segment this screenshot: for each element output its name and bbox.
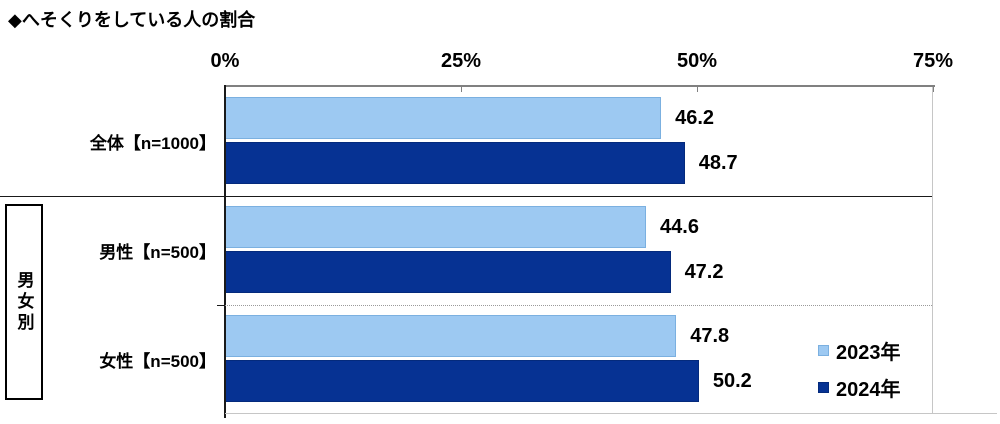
x-axis-tick-label: 25%: [440, 50, 482, 72]
value-label: 46.2: [675, 106, 715, 129]
category-axis-line: [224, 85, 226, 418]
chart-bottom-border: [225, 413, 997, 414]
group-label-box: 男女別: [5, 204, 43, 400]
group-label: 男女別: [14, 270, 34, 334]
value-label: 47.2: [684, 260, 724, 283]
legend-label: 2024年: [836, 379, 901, 401]
category-label: 男性【n=500】: [99, 243, 216, 262]
plot-area: 46.2 48.7 44.6 47.2 47.8 50.2: [225, 87, 933, 414]
x-axis-tick-label: 75%: [912, 50, 954, 72]
value-label: 47.8: [690, 324, 730, 347]
bar-2023: [225, 206, 647, 248]
legend-item: 2023年: [818, 336, 901, 365]
value-label: 48.7: [698, 151, 738, 174]
group-separator-line: [0, 196, 933, 197]
category-label: 女性【n=500】: [99, 352, 216, 371]
x-axis-tick-label: 0%: [210, 50, 240, 72]
x-axis-line: [225, 85, 935, 87]
legend-item: 2024年: [818, 373, 901, 402]
axis-tick-mark: [217, 305, 225, 306]
legend-swatch-2023: [818, 345, 829, 356]
legend-swatch-2024: [818, 382, 829, 393]
x-axis-tick-mark: [933, 87, 934, 92]
category-label: 全体【n=1000】: [89, 134, 216, 153]
bar-2024: [225, 360, 699, 402]
x-axis-tick-mark: [697, 87, 698, 92]
bar-2023: [225, 97, 662, 139]
x-axis-tick-mark: [461, 87, 462, 92]
legend-label: 2023年: [836, 342, 901, 364]
x-axis-tick-label: 50%: [676, 50, 718, 72]
value-label: 44.6: [660, 215, 699, 238]
bar-2024: [225, 251, 671, 293]
plot-right-border: [932, 87, 933, 414]
value-label: 50.2: [712, 369, 752, 392]
chart-title: ◆へそくりをしている人の割合: [8, 10, 256, 30]
bar-2023: [225, 315, 677, 357]
row-separator-dotted-line: [225, 305, 932, 306]
bar-2024: [225, 142, 685, 184]
legend: 2023年 2024年: [818, 336, 901, 402]
